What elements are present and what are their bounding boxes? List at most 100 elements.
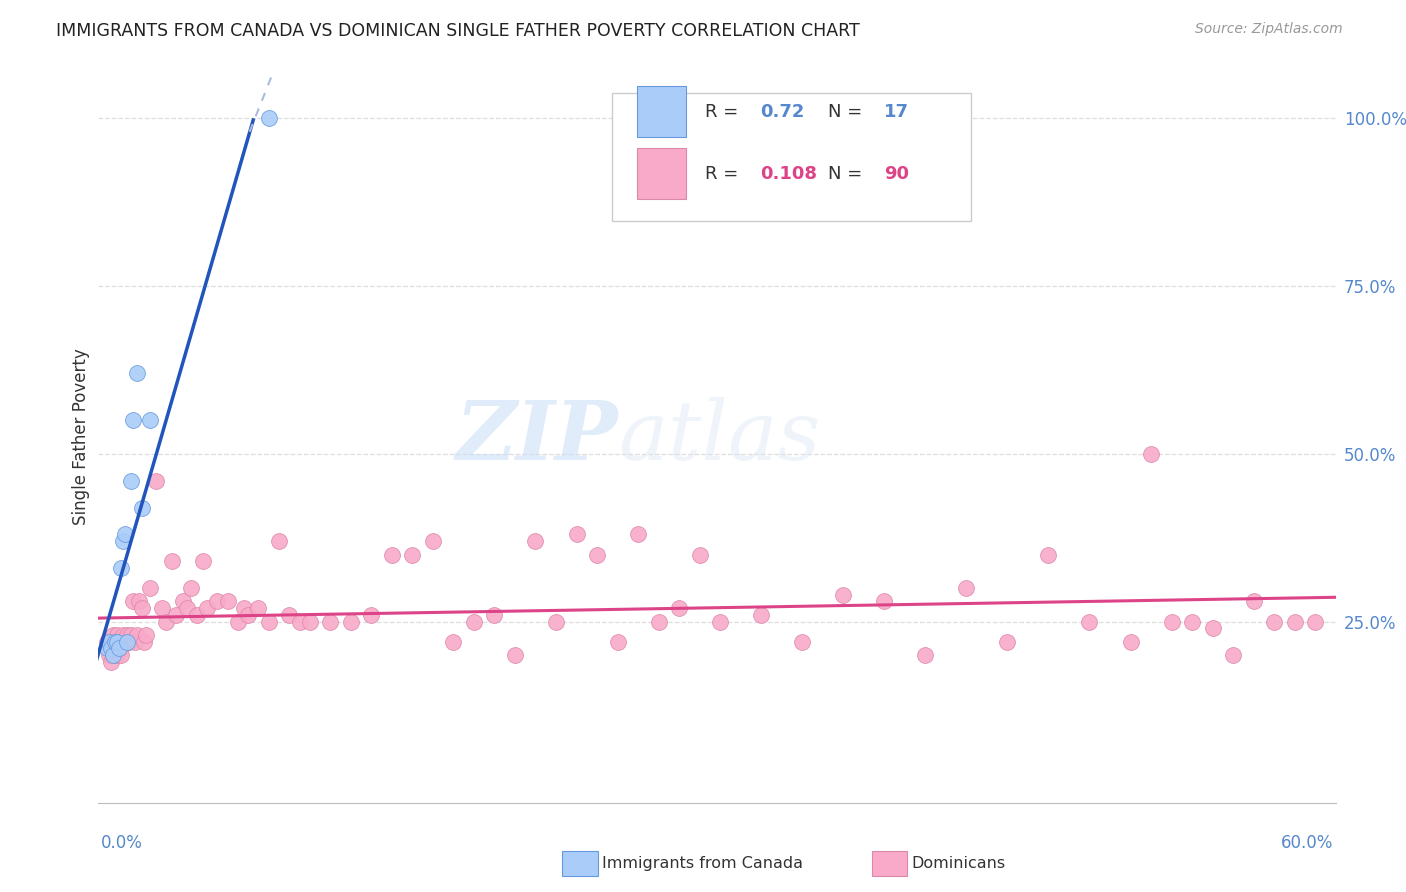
Point: [298, 615, 321, 629]
Point: [955, 581, 977, 595]
Point: [162, 554, 184, 568]
Point: [97, 641, 120, 656]
Point: [484, 607, 506, 622]
Point: [110, 648, 132, 662]
FancyBboxPatch shape: [612, 94, 970, 221]
FancyBboxPatch shape: [637, 86, 686, 137]
Point: [131, 500, 153, 515]
Point: [565, 527, 588, 541]
Point: [606, 634, 628, 648]
Y-axis label: Single Father Poverty: Single Father Poverty: [72, 349, 90, 525]
Point: [100, 641, 122, 656]
Point: [124, 634, 146, 648]
Point: [165, 607, 187, 622]
Point: [586, 548, 609, 562]
Text: 0.0%: 0.0%: [101, 834, 143, 852]
Point: [104, 634, 127, 648]
Point: [118, 634, 141, 648]
Point: [441, 634, 464, 648]
Point: [1078, 615, 1101, 629]
Point: [627, 527, 650, 541]
Point: [257, 615, 280, 629]
Point: [104, 641, 127, 656]
Text: N =: N =: [828, 165, 869, 183]
Point: [105, 634, 128, 648]
Text: 0.72: 0.72: [761, 103, 804, 120]
Point: [217, 594, 239, 608]
Point: [176, 601, 198, 615]
Point: [1201, 621, 1223, 635]
Point: [122, 594, 145, 608]
Point: [1303, 615, 1326, 629]
Point: [647, 615, 669, 629]
Point: [340, 615, 363, 629]
Point: [792, 634, 814, 648]
Point: [709, 615, 731, 629]
Point: [96, 634, 118, 648]
Point: [524, 534, 547, 549]
Point: [101, 648, 124, 662]
Point: [668, 601, 690, 615]
Point: [120, 628, 142, 642]
Point: [138, 413, 160, 427]
Point: [105, 648, 128, 662]
Point: [233, 601, 256, 615]
Point: [105, 628, 128, 642]
Point: [104, 634, 127, 648]
Point: [191, 554, 214, 568]
Point: [1140, 447, 1163, 461]
Point: [97, 648, 120, 662]
Point: [114, 634, 136, 648]
Point: [127, 367, 149, 381]
Point: [108, 641, 131, 656]
Point: [1243, 594, 1265, 608]
Text: R =: R =: [704, 165, 744, 183]
Point: [97, 634, 120, 648]
Point: [122, 413, 145, 427]
Point: [267, 534, 290, 549]
Point: [544, 615, 567, 629]
Point: [1119, 634, 1142, 648]
Point: [108, 634, 131, 648]
Point: [132, 634, 155, 648]
FancyBboxPatch shape: [637, 148, 686, 200]
Point: [96, 641, 118, 656]
Point: [381, 548, 404, 562]
Text: Dominicans: Dominicans: [911, 856, 1005, 871]
Point: [108, 634, 131, 648]
Point: [1263, 615, 1285, 629]
Point: [226, 615, 249, 629]
Text: 0.108: 0.108: [761, 165, 817, 183]
Point: [100, 634, 122, 648]
Point: [278, 607, 301, 622]
Text: N =: N =: [828, 103, 869, 120]
Point: [360, 607, 382, 622]
Point: [155, 615, 177, 629]
Point: [503, 648, 526, 662]
Point: [401, 548, 423, 562]
Point: [131, 601, 153, 615]
Point: [101, 628, 124, 642]
Text: 17: 17: [884, 103, 910, 120]
Point: [319, 615, 342, 629]
Point: [186, 607, 208, 622]
Point: [120, 474, 142, 488]
Point: [180, 581, 202, 595]
Point: [1222, 648, 1244, 662]
Point: [150, 601, 173, 615]
Point: [689, 548, 711, 562]
Point: [110, 561, 132, 575]
Text: ZIP: ZIP: [456, 397, 619, 477]
Point: [101, 648, 124, 662]
Point: [997, 634, 1019, 648]
Point: [873, 594, 896, 608]
Point: [288, 615, 311, 629]
Point: [463, 615, 485, 629]
Point: [832, 588, 855, 602]
Text: R =: R =: [704, 103, 744, 120]
Point: [247, 601, 270, 615]
Point: [1181, 615, 1204, 629]
Point: [145, 474, 167, 488]
Point: [138, 581, 160, 595]
Point: [257, 112, 280, 126]
